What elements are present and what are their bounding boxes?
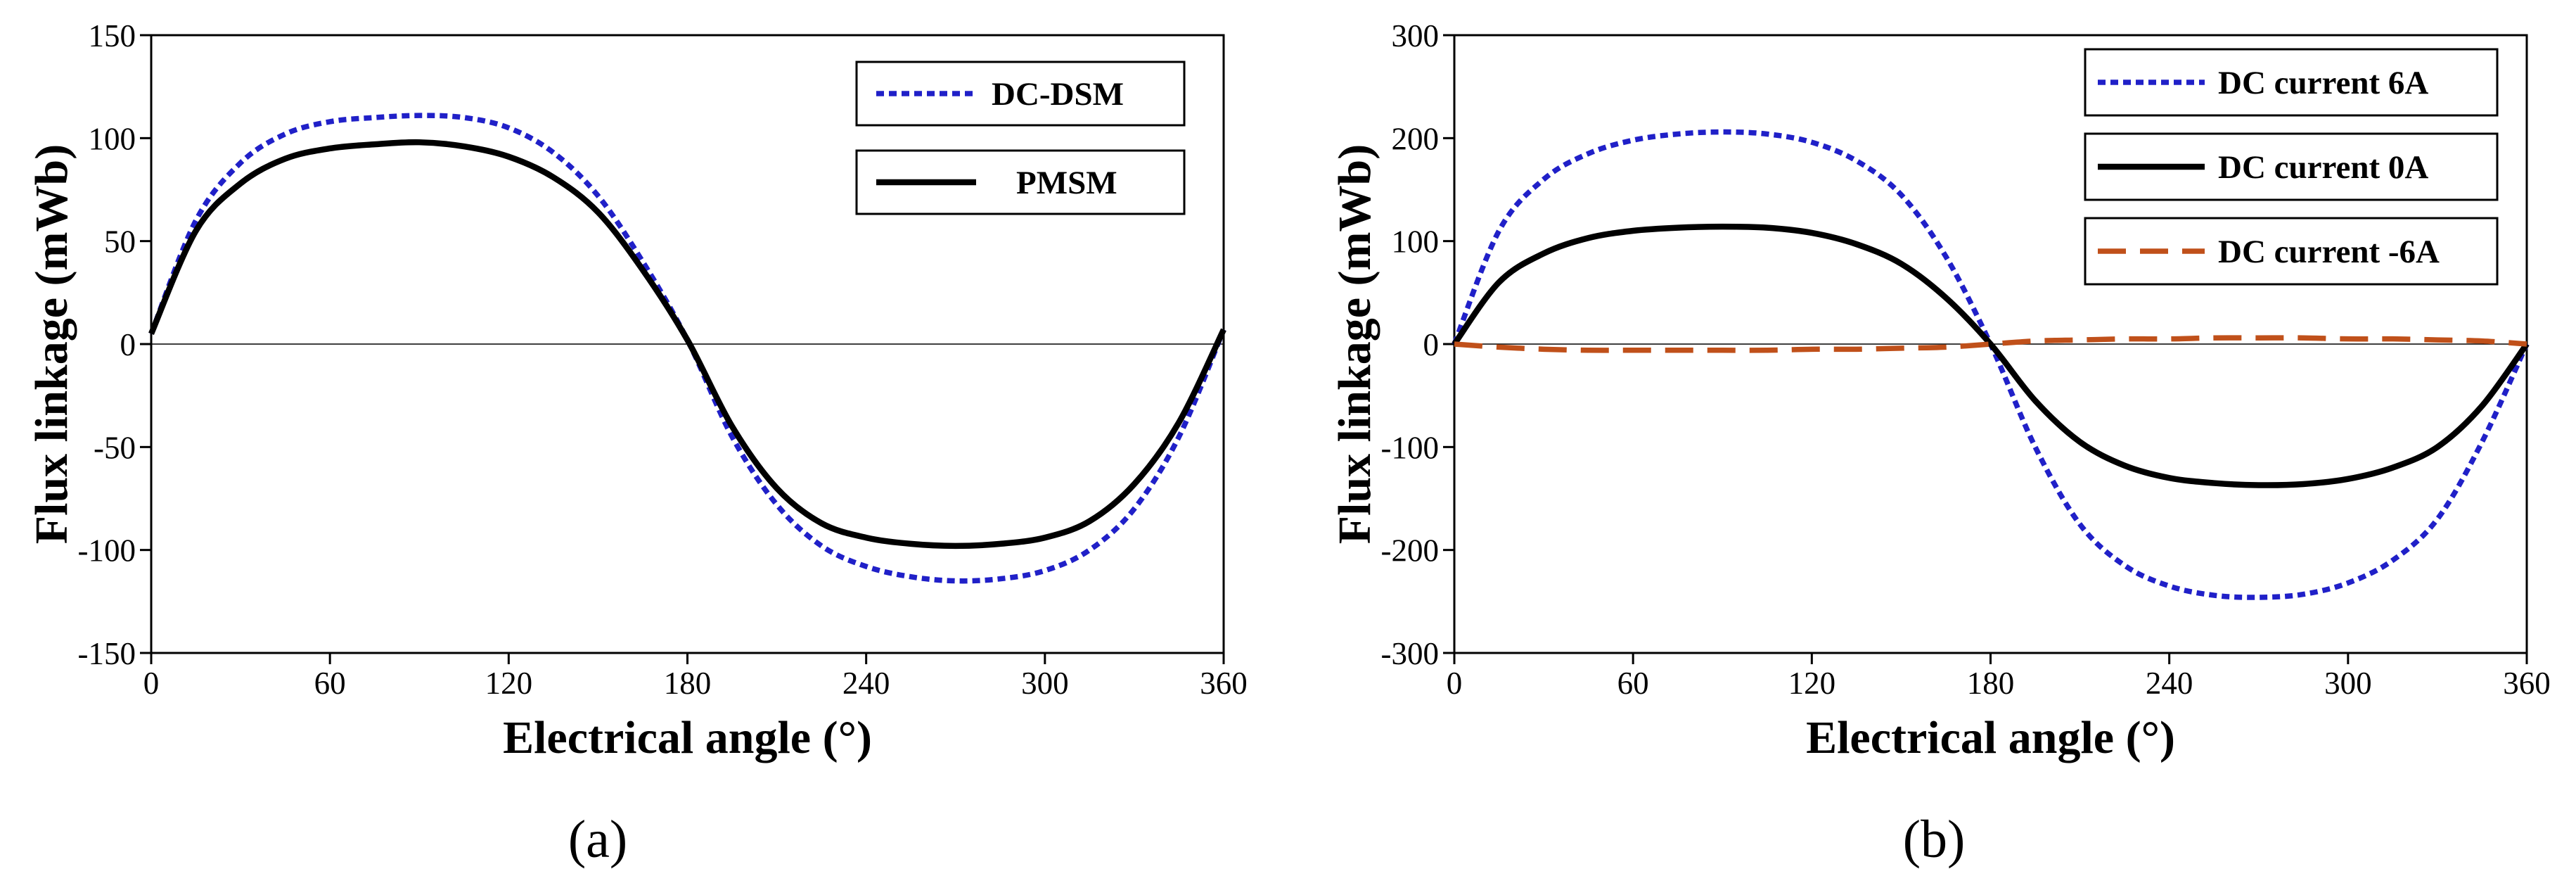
y-tick-label: 0 bbox=[120, 327, 136, 362]
y-tick-label: -150 bbox=[78, 636, 136, 671]
y-tick-label: 0 bbox=[1423, 327, 1440, 362]
y-tick-label: -100 bbox=[78, 533, 136, 569]
x-tick-label: 360 bbox=[2503, 666, 2551, 701]
series-line-dc-current-6a bbox=[1452, 129, 2530, 600]
caption-b: (b) bbox=[1902, 810, 1966, 869]
x-tick-label: 120 bbox=[485, 666, 533, 701]
x-tick-label: 0 bbox=[143, 666, 160, 701]
legend-box bbox=[855, 61, 1186, 127]
y-tick-label: -50 bbox=[94, 430, 136, 465]
x-axis-title: Electrical angle (°) bbox=[1806, 712, 2175, 763]
chart-b: 0 60 120 180 240 300 360 -300 -200 -100 0 100 200 300… bbox=[1329, 18, 2551, 763]
x-tick-label: 240 bbox=[842, 666, 890, 701]
y-tick-label: -300 bbox=[1381, 636, 1440, 671]
x-tick-label: 0 bbox=[1447, 666, 1463, 701]
y-tick-label: -100 bbox=[1381, 430, 1440, 465]
x-tick-label: 60 bbox=[1617, 666, 1649, 701]
y-axis-title: Flux linkage (mWb) bbox=[1329, 144, 1380, 544]
x-tick-label: 360 bbox=[1200, 666, 1248, 701]
y-tick-label: 100 bbox=[89, 121, 136, 156]
x-axis-title: Electrical angle (°) bbox=[503, 712, 872, 763]
y-axis-title: Flux linkage (mWb) bbox=[26, 144, 77, 544]
legend-label: DC current 0A bbox=[2218, 149, 2428, 186]
y-tick-label: 300 bbox=[1392, 18, 1440, 53]
chart-a: 0 60 120 180 240 300 360 -150 -100 -50 0 50 100 150 El… bbox=[26, 18, 1248, 763]
series-line-pmsm bbox=[148, 139, 1226, 550]
x-tick-label: 180 bbox=[664, 666, 712, 701]
y-tick-label: 50 bbox=[104, 224, 136, 260]
x-tick-label: 180 bbox=[1967, 666, 2015, 701]
legend-label: PMSM bbox=[1016, 165, 1117, 201]
y-tick-label: 150 bbox=[89, 18, 136, 53]
y-tick-label: -200 bbox=[1381, 533, 1440, 569]
x-tick-label: 120 bbox=[1788, 666, 1836, 701]
y-tick-label: 200 bbox=[1392, 121, 1440, 156]
series-line-dc-current-6a bbox=[1454, 335, 2527, 353]
legend-label: DC current -6A bbox=[2218, 234, 2440, 270]
series-line-dc-current-0a bbox=[1452, 223, 2530, 488]
legend-label: DC current 6A bbox=[2218, 65, 2428, 101]
legend-label: DC-DSM bbox=[992, 76, 1124, 113]
caption-a: (a) bbox=[568, 810, 628, 869]
x-tick-label: 300 bbox=[1021, 666, 1069, 701]
y-tick-label: 100 bbox=[1392, 224, 1440, 260]
x-tick-label: 300 bbox=[2324, 666, 2372, 701]
series-line-dc-dsm bbox=[148, 113, 1226, 584]
x-tick-label: 60 bbox=[314, 666, 346, 701]
x-tick-label: 240 bbox=[2146, 666, 2193, 701]
